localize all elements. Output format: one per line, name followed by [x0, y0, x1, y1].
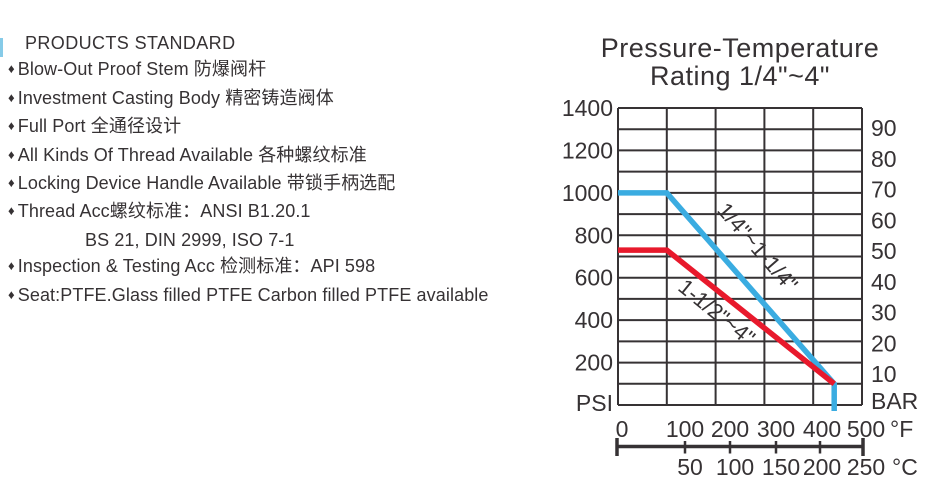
celsius-tick-label-100: 100 [716, 454, 754, 480]
psi-tick-label-400: 400 [575, 307, 613, 333]
psi-tick-label-600: 600 [575, 265, 613, 291]
diamond-bullet-icon: ♦ [8, 258, 15, 274]
series-line-0 [618, 190, 837, 411]
feature-item: ♦ Investment Casting Body 精密铸造阀体 [8, 85, 553, 113]
diamond-bullet-icon: ♦ [8, 146, 15, 162]
psi-tick-label-1400: 1400 [562, 95, 613, 121]
feature-item: ♦ Thread Acc螺纹标准：ANSI B1.20.1 [8, 198, 553, 226]
fahrenheit-tick-label-0: 0 [616, 416, 629, 442]
bar-tick-label-40: 40 [871, 269, 897, 295]
fahrenheit-tick-label-400: 400 [803, 416, 841, 442]
bar-tick-label-50: 50 [871, 238, 897, 264]
diamond-bullet-icon: ♦ [8, 175, 15, 191]
products-standard-section: PRODUCTS STANDARD ♦ Blow-Out Proof Stem 防… [8, 30, 553, 310]
feature-item: BS 21, DIN 2999, ISO 7-1 [8, 227, 553, 253]
feature-list: ♦ Blow-Out Proof Stem 防爆阀杆 ♦ Investment Cas… [8, 56, 553, 310]
psi-tick-label-1200: 1200 [562, 137, 613, 163]
diamond-bullet-icon: ♦ [8, 89, 15, 105]
bar-tick-label-90: 90 [871, 115, 897, 141]
chart-title: Pressure-Temperature Rating 1/4"~4" [553, 34, 927, 90]
diamond-bullet-icon: ♦ [8, 203, 15, 219]
feature-text: BS 21, DIN 2999, ISO 7-1 [85, 229, 295, 250]
diamond-bullet-icon: ♦ [8, 118, 15, 134]
psi-tick-label-800: 800 [575, 222, 613, 248]
feature-item: ♦ Seat:PTFE.Glass filled PTFE Carbon fill… [8, 282, 553, 310]
feature-item: ♦ Inspection & Testing Acc 检测标准：API 598 [8, 253, 553, 281]
bar-tick-label-10: 10 [871, 361, 897, 387]
diamond-bullet-icon: ♦ [8, 286, 15, 302]
feature-item: ♦ Full Port 全通径设计 [8, 113, 553, 141]
psi-tick-label-1000: 1000 [562, 180, 613, 206]
feature-text: Seat:PTFE.Glass filled PTFE Carbon fille… [17, 284, 489, 305]
feature-text: Thread Acc螺纹标准：ANSI B1.20.1 [17, 201, 311, 222]
celsius-axis-unit: °C [892, 454, 918, 480]
bar-axis-unit: BAR [871, 388, 918, 414]
chart-title-line1: Pressure-Temperature [600, 33, 880, 63]
chart-title-line2: Rating 1/4"~4" [649, 61, 831, 91]
feature-text: Full Port 全通径设计 [17, 116, 182, 137]
feature-text: Inspection & Testing Acc 检测标准：API 598 [17, 256, 376, 277]
fahrenheit-tick-label-100: 100 [666, 416, 704, 442]
bar-tick-label-60: 60 [871, 207, 897, 233]
bar-tick-label-30: 30 [871, 300, 897, 326]
psi-tick-label-200: 200 [575, 350, 613, 376]
fahrenheit-tick-label-300: 300 [757, 416, 795, 442]
fahrenheit-tick-label-500: 500 [847, 416, 885, 442]
feature-text: Blow-Out Proof Stem 防爆阀杆 [17, 59, 267, 80]
feature-text: All Kinds Of Thread Available 各种螺纹标准 [17, 144, 367, 165]
feature-item: ♦ All Kinds Of Thread Available 各种螺纹标准 [8, 142, 553, 170]
bar-tick-label-70: 70 [871, 177, 897, 203]
products-standard-title: PRODUCTS STANDARD [25, 33, 236, 53]
diamond-bullet-icon: ♦ [8, 61, 15, 77]
feature-text: Investment Casting Body 精密铸造阀体 [17, 87, 334, 108]
left-edge-decoration [0, 38, 3, 57]
series-line-1 [618, 247, 836, 386]
feature-item: ♦ Locking Device Handle Available 带锁手柄选配 [8, 170, 553, 198]
celsius-tick-label-250: 250 [847, 454, 885, 480]
bar-tick-label-20: 20 [871, 330, 897, 356]
celsius-tick-label-150: 150 [762, 454, 800, 480]
celsius-tick-label-50: 50 [677, 454, 703, 480]
series-label-0: 1/4"~1-1/4" [712, 198, 803, 297]
fahrenheit-tick-label-200: 200 [711, 416, 749, 442]
feature-text: Locking Device Handle Available 带锁手柄选配 [17, 173, 396, 194]
feature-item: ♦ Blow-Out Proof Stem 防爆阀杆 [8, 56, 553, 84]
psi-axis-unit: PSI [576, 390, 613, 416]
celsius-tick-label-200: 200 [803, 454, 841, 480]
fahrenheit-axis-unit: °F [890, 416, 913, 442]
bar-tick-label-80: 80 [871, 146, 897, 172]
